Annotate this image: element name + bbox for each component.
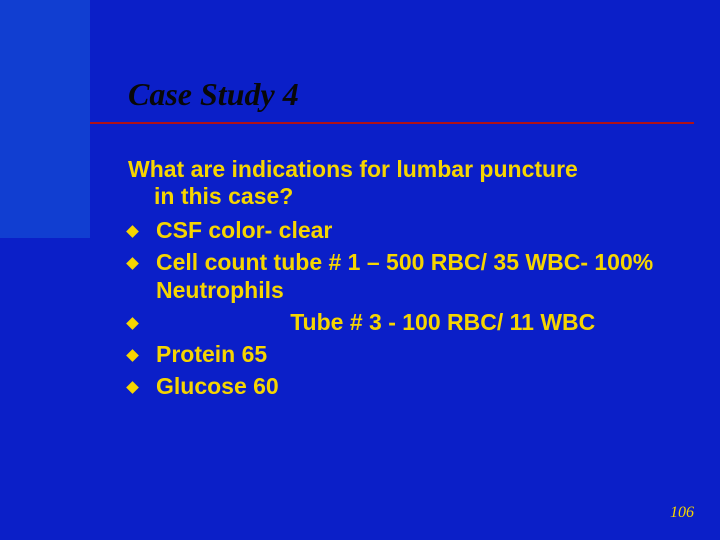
lead-line2: in this case? bbox=[128, 183, 293, 209]
slide: Case Study 4 What are indications for lu… bbox=[0, 0, 720, 540]
list-item: Protein 65 bbox=[128, 340, 676, 368]
slide-title: Case Study 4 bbox=[128, 76, 299, 113]
diamond-bullet-icon bbox=[126, 381, 139, 394]
lead-line1: What are indications for lumbar puncture bbox=[128, 156, 578, 182]
list-item: CSF color- clear bbox=[128, 216, 676, 244]
list-item-text: Glucose 60 bbox=[156, 373, 279, 399]
accent-bar bbox=[0, 0, 90, 238]
list-item-text: Cell count tube # 1 – 500 RBC/ 35 WBC- 1… bbox=[156, 249, 660, 303]
list-item-text: Tube # 3 - 100 RBC/ 11 WBC bbox=[156, 309, 595, 335]
list-item-text: Protein 65 bbox=[156, 341, 267, 367]
list-item: Tube # 3 - 100 RBC/ 11 WBC bbox=[128, 308, 676, 336]
page-number: 106 bbox=[670, 504, 694, 522]
diamond-bullet-icon bbox=[126, 349, 139, 362]
diamond-bullet-icon bbox=[126, 317, 139, 330]
list-item: Glucose 60 bbox=[128, 372, 676, 400]
title-underline bbox=[90, 122, 694, 124]
diamond-bullet-icon bbox=[126, 257, 139, 270]
list-item-text: CSF color- clear bbox=[156, 217, 332, 243]
lead-question: What are indications for lumbar puncture… bbox=[128, 156, 676, 210]
slide-body: What are indications for lumbar puncture… bbox=[128, 156, 676, 405]
list-item: Cell count tube # 1 – 500 RBC/ 35 WBC- 1… bbox=[128, 248, 676, 304]
bullet-list: CSF color- clear Cell count tube # 1 – 50… bbox=[128, 216, 676, 400]
diamond-bullet-icon bbox=[126, 225, 139, 238]
